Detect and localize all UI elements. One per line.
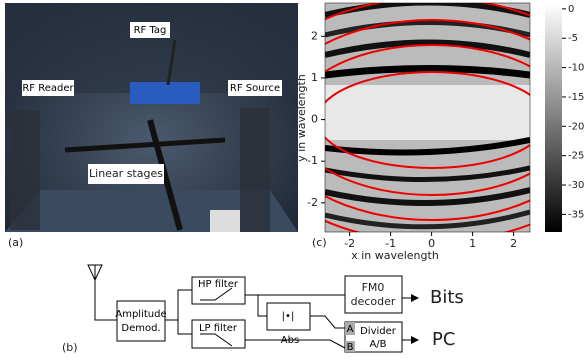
x-tick-label: 1 [469, 237, 476, 250]
output-label: Bits [430, 287, 464, 308]
colorbar-tick-label: -30 [568, 180, 584, 191]
caption: (b) [62, 341, 78, 354]
output-label: PC [432, 329, 455, 350]
y-tick-label: 1 [311, 71, 318, 84]
block-label: HP filter [198, 279, 239, 290]
colorbar [545, 3, 562, 232]
colorbar-tick-label: -5 [568, 33, 578, 44]
colorbar-tick-label: -10 [568, 63, 584, 74]
block-label: Divider [360, 326, 397, 337]
caption: (c) [312, 236, 327, 249]
colorbar-tick-label: -15 [568, 92, 584, 103]
heatmap [325, 3, 530, 232]
y-tick-label: -1 [307, 154, 318, 167]
block-label: Amplitude [115, 309, 166, 320]
x-tick-label: 0 [428, 237, 435, 250]
colorbar-tick-label: -25 [568, 151, 584, 162]
photo-label: RF Source [230, 83, 280, 94]
x-axis-label: x in wavelength [351, 249, 439, 262]
block-label: Abs [281, 335, 299, 346]
x-tick-label: -1 [385, 237, 396, 250]
caption: (a) [8, 236, 23, 249]
photo-label: RF Reader [22, 83, 74, 94]
colorbar-tick-label: -20 [568, 121, 584, 132]
block-label: decoder [351, 295, 396, 308]
block-label: FM0 [362, 281, 385, 294]
y-tick-label: -2 [307, 196, 318, 209]
x-tick-label: -2 [344, 237, 355, 250]
colorbar-tick-label: -35 [568, 209, 584, 220]
block-diagram: Amplitude Demod. HP filter LP filter |•|… [87, 264, 464, 353]
photo: RF Tag RF Reader RF Source Linear stages [5, 3, 298, 232]
block-label: A/B [369, 339, 386, 350]
x-tick-label: 2 [510, 237, 517, 250]
y-axis-label: y in wavelength [295, 74, 308, 162]
port-label: A [347, 324, 354, 335]
y-tick-label: 0 [311, 113, 318, 126]
photo-label: RF Tag [134, 25, 167, 36]
block-label: |•| [282, 311, 295, 322]
colorbar-tick-label: 0 [568, 4, 574, 15]
block-label: Demod. [121, 323, 160, 334]
photo-label: Linear stages [89, 167, 163, 180]
y-tick-label: 2 [311, 29, 318, 42]
block-label: LP filter [199, 323, 238, 334]
port-label: B [347, 342, 354, 353]
